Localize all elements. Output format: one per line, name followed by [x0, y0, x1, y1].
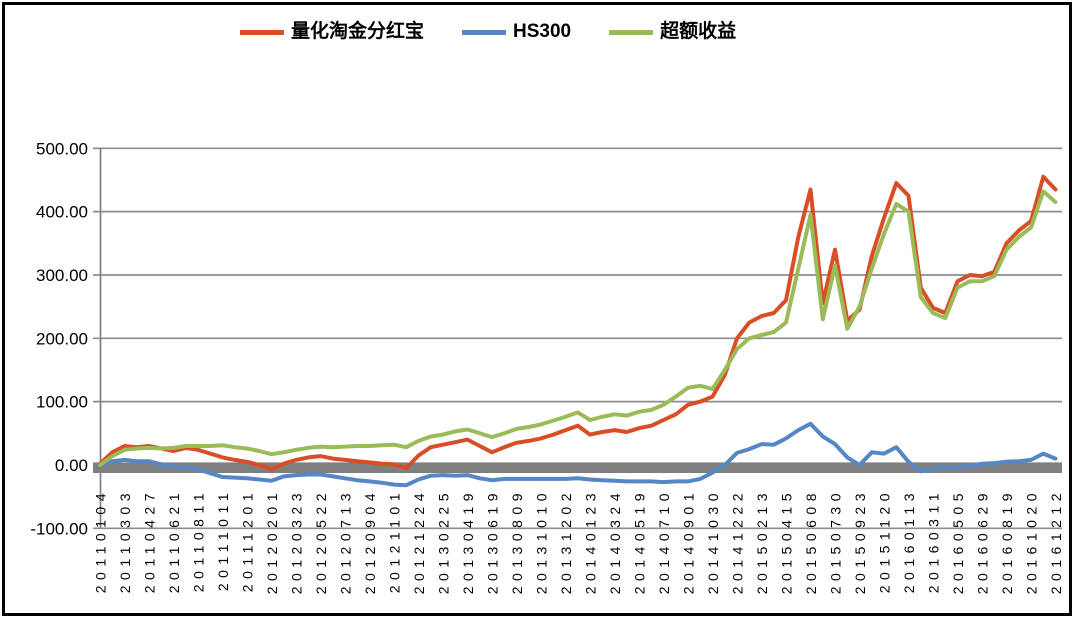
x-axis-label: 20151120	[877, 488, 893, 593]
x-axis-label: 20111201	[240, 488, 256, 592]
x-axis-label: 20140519	[632, 488, 648, 594]
x-axis-label: 20140710	[656, 488, 672, 594]
x-axis-label: 20121224	[411, 488, 427, 594]
x-axis-label: 20131202	[558, 488, 574, 594]
series-line-0	[98, 174, 1058, 472]
x-axis-label: 20140324	[607, 488, 623, 594]
x-axis-label: 20110427	[142, 488, 158, 593]
legend-label-hs300: HS300	[513, 21, 572, 42]
y-axis-label: 500.00	[36, 139, 88, 158]
x-axis-label: 20141030	[705, 488, 721, 594]
x-axis-label: 20150923	[852, 488, 868, 594]
series-line-2	[98, 189, 1058, 467]
x-axis-label: 20160311	[926, 488, 942, 593]
legend-line-swatch-hs300	[462, 29, 507, 35]
legend-label-excess: 超额收益	[660, 21, 737, 42]
legend-item-excess[interactable]: 超额收益	[609, 22, 736, 42]
x-axis-label: 20120201	[264, 488, 280, 594]
x-axis-label: 20141222	[730, 488, 746, 594]
x-axis-label: 20131010	[534, 488, 550, 594]
x-axis-label: 20140123	[583, 488, 599, 594]
x-axis-label: 20120522	[313, 488, 329, 594]
y-axis-label: 100.00	[36, 393, 88, 412]
x-axis-label: 20120713	[338, 488, 354, 594]
x-axis-label: 20130619	[485, 488, 501, 594]
x-axis-label: 20120904	[362, 488, 378, 594]
x-axis-label: 20160629	[975, 488, 991, 594]
x-axis-label: 20150415	[779, 488, 795, 594]
x-axis-label: 20110621	[166, 488, 182, 593]
x-axis-label: 20130809	[509, 488, 525, 594]
legend-label-fund: 量化淘金分红宝	[291, 21, 425, 42]
series-line-1	[98, 421, 1058, 488]
y-axis-label: 400.00	[36, 203, 88, 222]
legend-item-fund[interactable]: 量化淘金分红宝	[240, 22, 424, 42]
legend-line-swatch-fund	[240, 29, 284, 35]
x-axis-label: 20140901	[681, 488, 697, 594]
x-axis-label: 20110811	[191, 488, 207, 592]
x-axis-label: 20161212	[1048, 488, 1064, 594]
x-axis-label: 20160113	[901, 488, 917, 593]
x-axis-label: 20150608	[803, 488, 819, 594]
x-axis-label: 20110303	[117, 488, 133, 593]
y-axis-label: 200.00	[36, 329, 88, 348]
x-axis-label: 20130225	[436, 488, 452, 594]
chart-legend: 量化淘金分红宝 HS300 超额收益	[240, 22, 736, 42]
x-axis-label: 20111011	[215, 488, 231, 591]
y-axis-label: -100.00	[30, 519, 88, 538]
legend-item-hs300[interactable]: HS300	[462, 22, 571, 42]
zero-axis-band	[93, 462, 1062, 473]
y-axis-label: 300.00	[36, 266, 88, 285]
x-axis-label: 20161020	[1024, 488, 1040, 594]
y-axis-label: 0.00	[55, 456, 88, 475]
x-axis-label: 20120323	[289, 488, 305, 594]
x-axis-label: 20130419	[460, 488, 476, 594]
x-axis-label: 20160505	[950, 488, 966, 594]
x-axis-label: 20150730	[828, 488, 844, 594]
x-axis-label: 20121101	[387, 488, 403, 593]
x-axis-label: 20150213	[754, 488, 770, 594]
legend-line-swatch-excess	[609, 29, 654, 35]
x-axis-label: 20110104	[93, 488, 109, 593]
x-axis-label: 20160819	[999, 488, 1015, 594]
